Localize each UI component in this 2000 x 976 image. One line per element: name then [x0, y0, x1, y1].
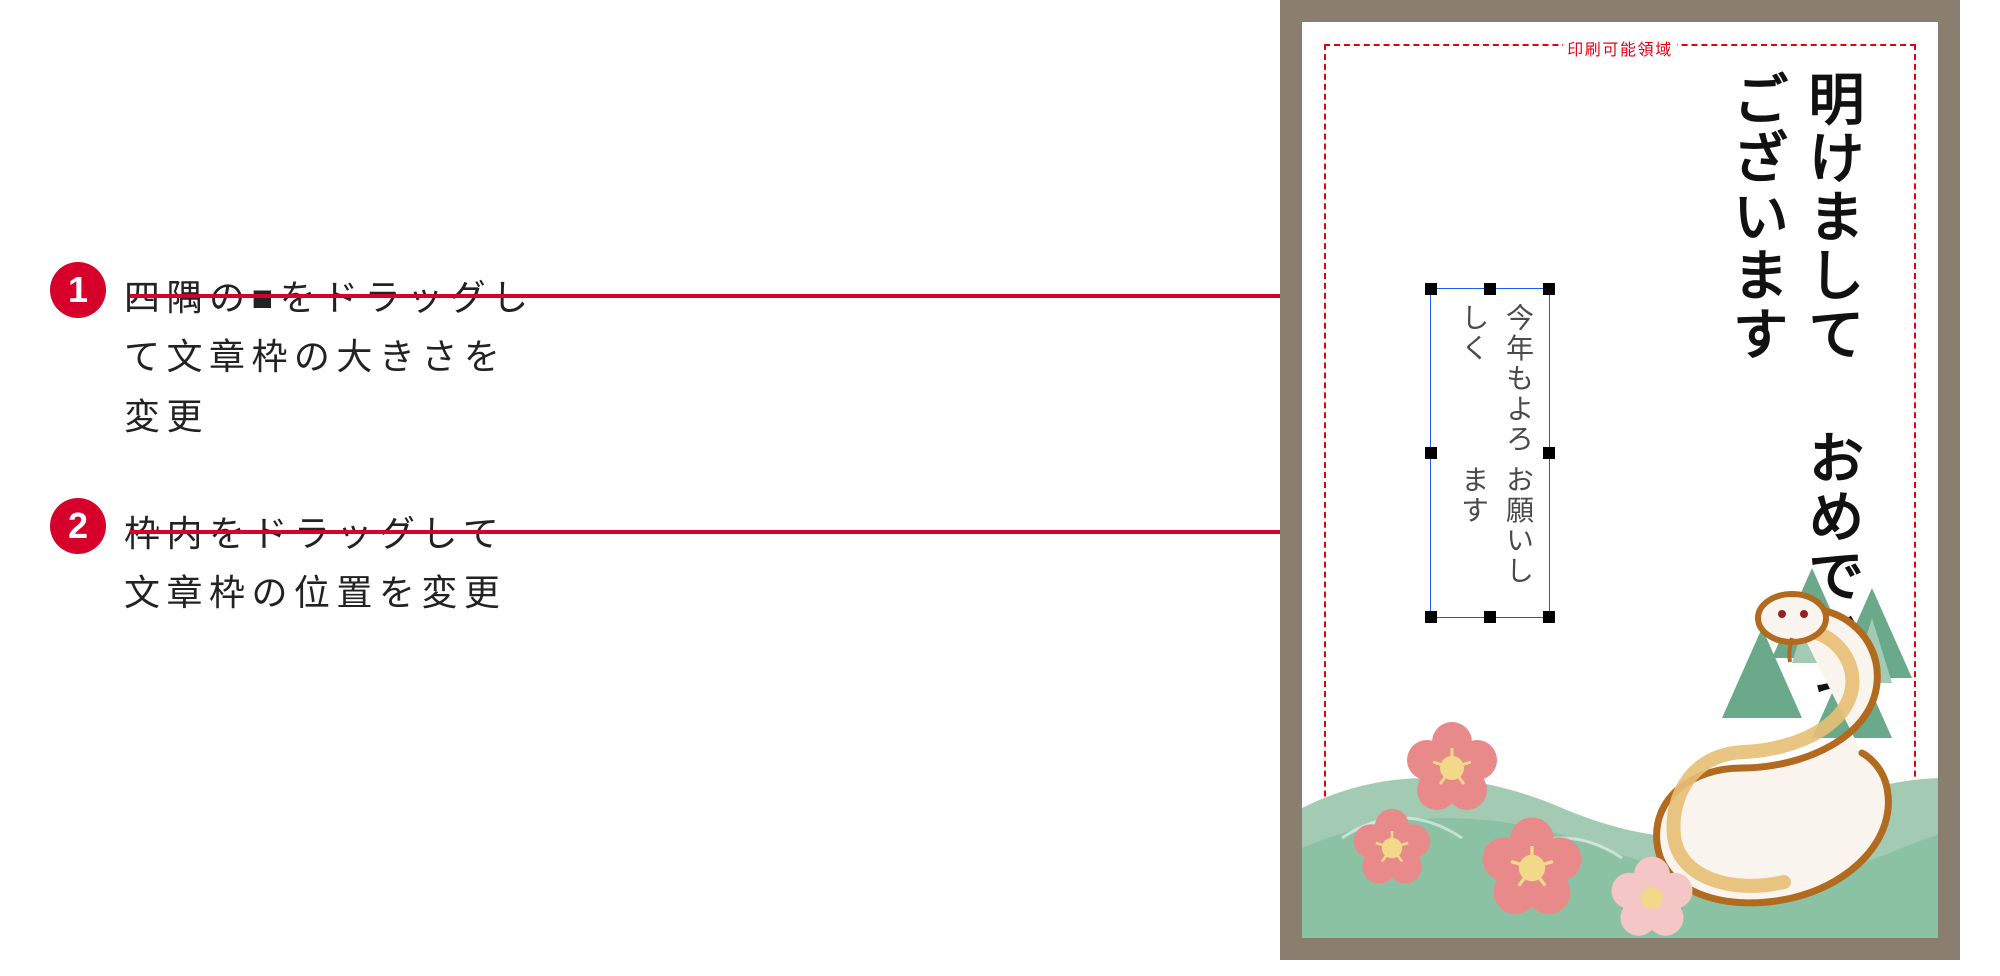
illustration-snake-flowers — [1302, 508, 1938, 938]
postcard-paper: 印刷可能領域 印刷可能領域 明けまして おめでとう ございます 今年もよろしく … — [1302, 22, 1938, 938]
callout-1-badge: 1 — [50, 262, 106, 318]
resize-handle-top-left[interactable] — [1425, 283, 1437, 295]
greeting-col-3: ございます — [1717, 70, 1793, 364]
postcard-canvas: 印刷可能領域 印刷可能領域 明けまして おめでとう ございます 今年もよろしく … — [1280, 0, 1960, 960]
resize-handle-top-middle[interactable] — [1484, 283, 1496, 295]
resize-handle-middle-left[interactable] — [1425, 447, 1437, 459]
snake-icon — [1657, 594, 1889, 903]
callout-2-badge: 2 — [50, 498, 106, 554]
resize-handle-top-right[interactable] — [1543, 283, 1555, 295]
print-area-label-top: 印刷可能領域 — [1563, 36, 1677, 60]
greeting-col-1: 明けまして — [1792, 70, 1868, 364]
leader-line-2 — [130, 530, 1460, 534]
resize-handle-middle-right[interactable] — [1543, 447, 1555, 459]
stage: 1 四隅の■をドラッグして文章枠の大きさを変更 2 枠内をドラッグして文章枠の位… — [0, 0, 2000, 976]
callout-2-text: 枠内をドラッグして文章枠の位置を変更 — [124, 504, 544, 623]
frame-line-1: 今年もよろしく — [1441, 303, 1539, 465]
leader-line-1 — [130, 294, 1393, 298]
callout-2: 2 枠内をドラッグして文章枠の位置を変更 — [50, 504, 544, 623]
